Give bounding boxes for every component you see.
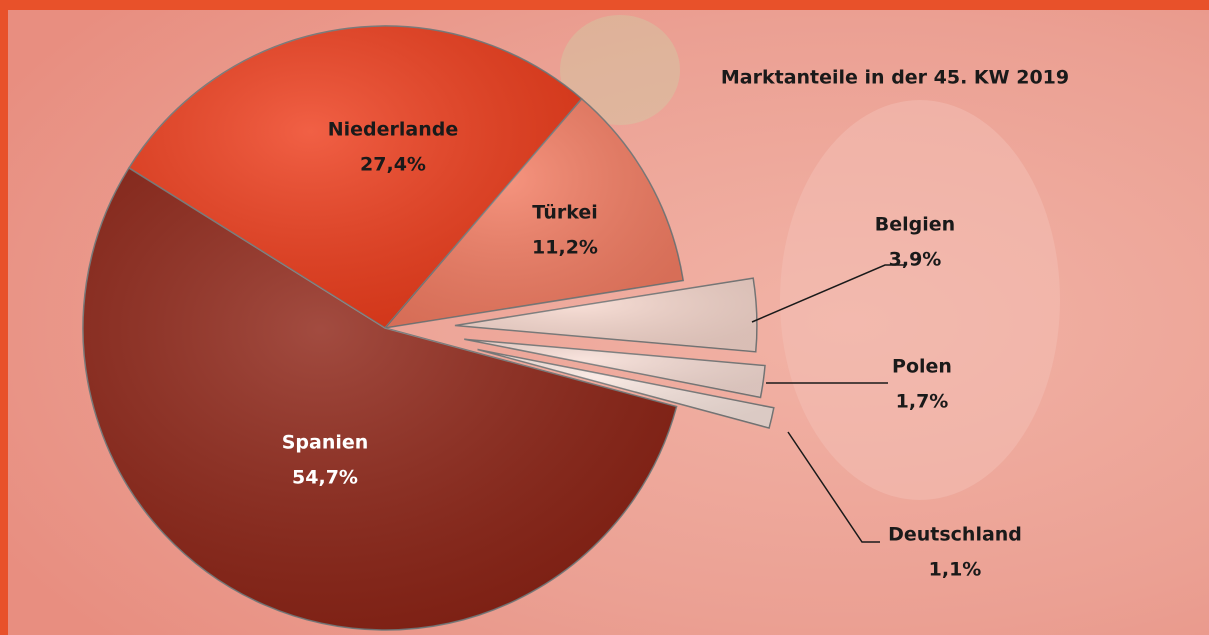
value-label: 11,2% (532, 237, 598, 259)
value-label: 1,7% (896, 391, 949, 413)
background-pepper (780, 100, 1060, 500)
value-label: 27,4% (360, 154, 426, 176)
leader-line (751, 264, 905, 323)
slice-label: Spanien (282, 432, 369, 454)
slice-label: Türkei (532, 202, 598, 224)
slice-label: Niederlande (328, 119, 459, 141)
value-label: 54,7% (292, 467, 358, 489)
value-label: 3,9% (889, 249, 942, 271)
chart-title: Marktanteile in der 45. KW 2019 (721, 67, 1069, 89)
slice-label: Deutschland (888, 524, 1022, 546)
leader-line (787, 431, 880, 543)
background-stem (560, 15, 680, 125)
slice-label: Belgien (875, 214, 955, 236)
value-label: 1,1% (929, 559, 982, 581)
slice-label: Polen (892, 356, 952, 378)
